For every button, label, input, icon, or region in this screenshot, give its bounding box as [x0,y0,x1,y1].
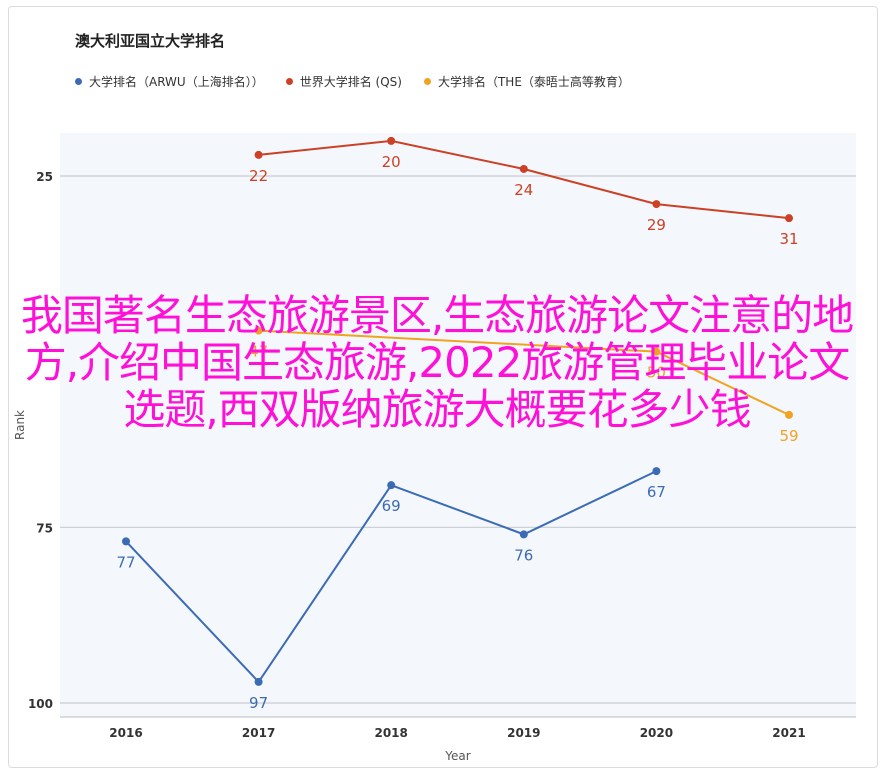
y-tick-label: 25 [36,170,53,184]
data-label-qs: 31 [779,230,798,248]
data-label-arwu: 69 [382,497,401,515]
data-point-arwu [254,677,263,686]
data-label-the: 50 [647,364,666,382]
x-tick-label: 2018 [374,726,407,740]
data-label-qs: 22 [249,167,268,185]
legend-label-the: 大学排名（THE（泰晤士高等教育） [437,75,630,89]
data-point-arwu [652,467,661,476]
data-point-the [254,326,263,335]
data-label-arwu: 76 [514,546,533,564]
x-tick-label: 2020 [640,726,673,740]
data-label-arwu: 77 [116,553,135,571]
data-point-qs [254,150,263,159]
legend-marker-the [423,78,431,85]
legend-label-qs: 世界大学排名 (QS) [299,75,402,89]
legend-item-qs[interactable]: 世界大学排名 (QS) [285,73,402,90]
data-point-qs [652,200,661,209]
legend-item-arwu[interactable]: 大学排名（ARWU（上海排名）） [75,73,264,90]
legend-label-arwu: 大学排名（ARWU（上海排名）） [89,75,264,89]
data-label-qs: 29 [647,216,666,234]
data-label-arwu: 67 [647,483,666,501]
data-point-qs [387,136,396,145]
data-point-arwu [122,537,130,546]
data-point-qs [785,214,793,223]
data-label-qs: 24 [514,181,533,199]
legend-item-the[interactable]: 大学排名（THE（泰晤士高等教育） [423,73,630,90]
chart-legend: 大学排名（ARWU（上海排名）） 世界大学排名 (QS) 大学排名（THE（泰晤… [75,73,630,90]
chart-title: 澳大利亚国立大学排名 [75,32,226,50]
data-point-arwu [387,481,396,490]
x-tick-label: 2019 [507,726,540,740]
data-point-the [785,410,793,419]
data-point-the [652,347,661,356]
data-label-qs: 20 [382,153,401,171]
legend-marker-qs [285,78,293,85]
x-tick-label: 2016 [109,726,142,740]
data-label-arwu: 97 [249,694,268,712]
legend-marker-arwu [75,78,82,85]
data-point-qs [519,164,528,173]
y-tick-label: 75 [36,521,53,535]
data-label-the: 47 [249,343,268,361]
plot-area [60,133,856,717]
data-label-the: 59 [779,427,798,445]
x-axis-title: Year [444,749,470,763]
x-tick-label: 2017 [242,726,275,740]
data-point-arwu [519,530,528,539]
x-tick-label: 2021 [772,726,805,740]
y-tick-label: 100 [28,697,53,711]
y-axis-title: Rank [13,410,27,440]
